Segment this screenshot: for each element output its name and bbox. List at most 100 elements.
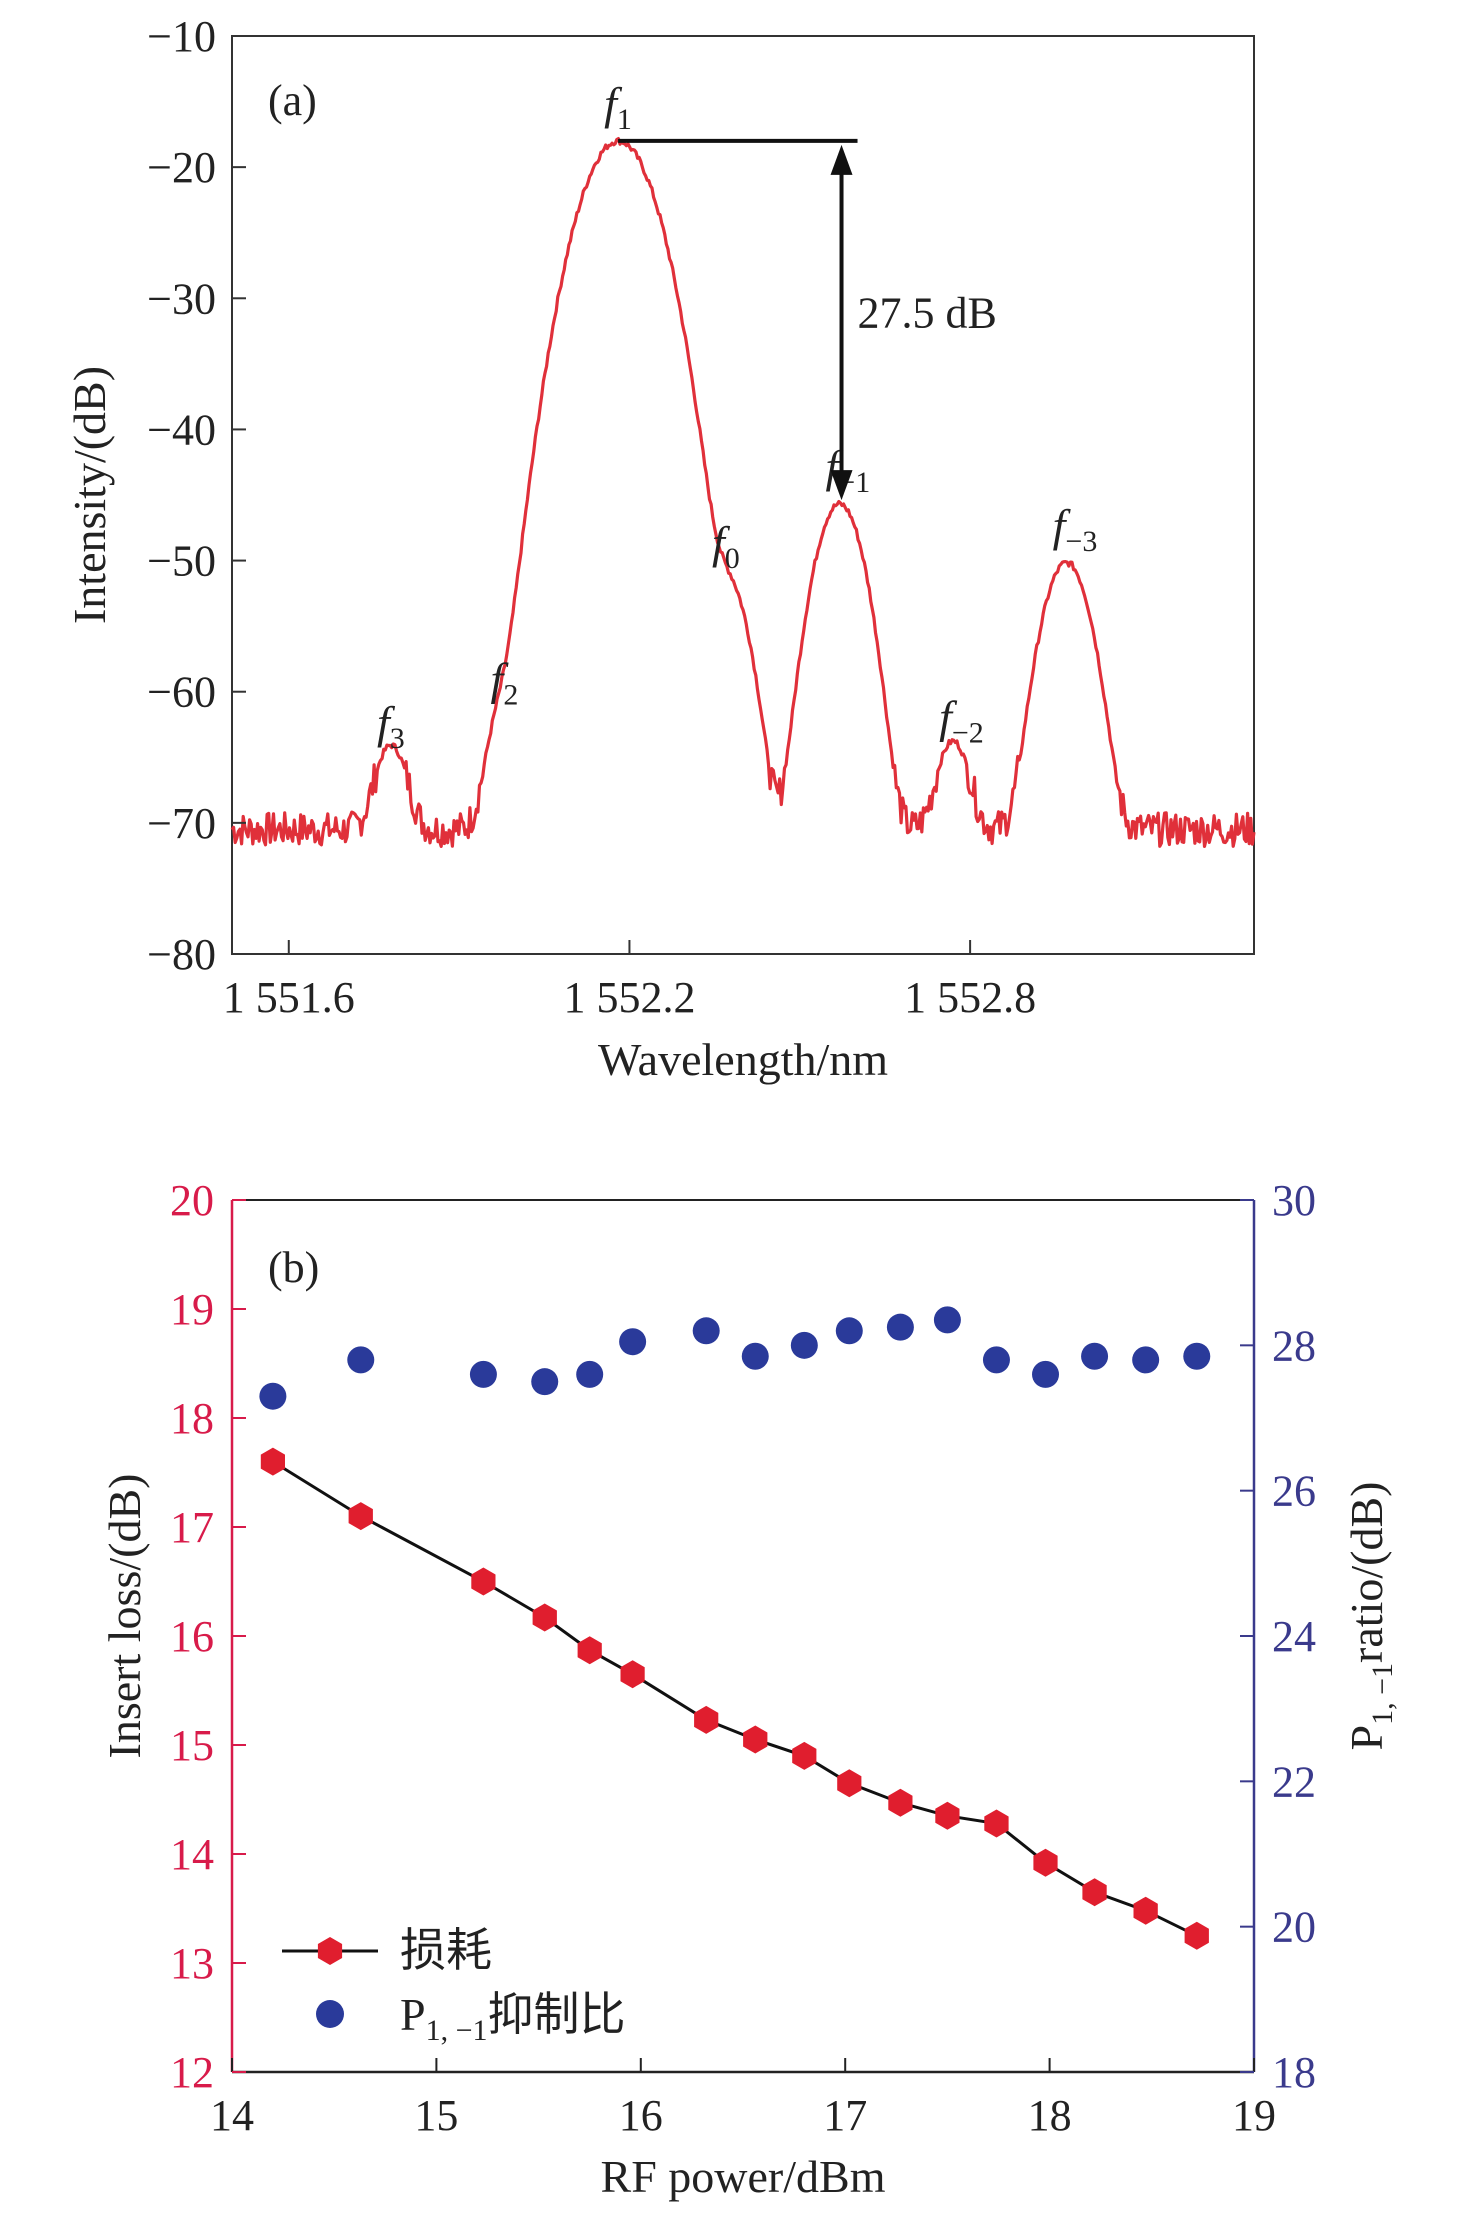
loss-point-10 [888, 1788, 913, 1817]
panel-a-label: (a) [268, 76, 317, 125]
loss-point-15 [1133, 1896, 1158, 1925]
panel-b-right-tick-label-4: 26 [1272, 1467, 1316, 1516]
panel-b-left-tick-label-5: 17 [170, 1503, 214, 1552]
loss-point-1 [348, 1502, 373, 1531]
peak-label-sub-6: −3 [1065, 525, 1097, 558]
loss-point-3 [532, 1603, 557, 1632]
loss-point-13 [1033, 1848, 1058, 1877]
legend-loss-label: 损耗 [400, 1925, 492, 1976]
loss-point-14 [1082, 1878, 1107, 1907]
panel-a-spectrum-line [230, 137, 1256, 849]
legend-ratio-label: P1, −1抑制比 [400, 1989, 626, 2047]
panel-b-series [259, 1306, 1211, 1950]
ratio-point-15 [1132, 1346, 1160, 1374]
loss-point-11 [935, 1801, 960, 1830]
loss-series-line [272, 1460, 1198, 1938]
panel-b-left-tick-label-3: 15 [170, 1721, 214, 1770]
annotation-arrow-head-up [830, 144, 853, 175]
peak-label-f3: f0 [712, 517, 740, 575]
ratio-point-13 [1032, 1360, 1060, 1388]
panel-a-ticks: 1 551.6 1 552.2 1 552.8 −10 −2 0 −30 −40 −50 −60 −… [147, 12, 1036, 1022]
loss-point-7 [743, 1725, 768, 1754]
panel-b-right-y-axis-label: P1, −1ratio/(dB) [1341, 1482, 1399, 1751]
loss-point-16 [1184, 1921, 1209, 1950]
legend-ratio-sub: 1, −1 [426, 2014, 488, 2047]
panel-b-right-tick-label-5: 28 [1272, 1321, 1316, 1370]
panel-b-label: (b) [268, 1243, 319, 1292]
panel-b-right-tick-label-3: 24 [1272, 1612, 1316, 1661]
panel-b-left-tick-label-8: 20 [170, 1176, 214, 1225]
ratio-point-0 [259, 1382, 287, 1410]
panel-b-x-tick-label-1: 15 [414, 2091, 458, 2140]
panel-a-y-tick-label-2: −30 [147, 274, 216, 323]
loss-point-0 [260, 1447, 285, 1476]
peak-label-sub-1: 2 [503, 679, 518, 712]
panel-b-left-tick-label-4: 16 [170, 1612, 214, 1661]
panel-a-x-tick-label-0: 1 551.6 [223, 973, 355, 1022]
peak-label-sub-0: 3 [390, 722, 405, 755]
panel-a-annotation: 27.5 dB [618, 138, 997, 501]
panel-b-left-tick-label-6: 18 [170, 1394, 214, 1443]
ratio-point-2 [469, 1360, 497, 1388]
panel-a: 1 551.6 1 552.2 1 552.8 −10 −2 0 −30 −40 −50 −60 −… [64, 12, 1256, 1085]
panel-a-y-tick-label-3: −40 [147, 405, 216, 454]
panel-b-x-tick-label-5: 19 [1232, 2091, 1276, 2140]
legend-loss-marker [317, 1937, 343, 1965]
right-axis-label-base: P [1341, 1725, 1392, 1751]
peak-label-f2: f1 [604, 78, 632, 136]
legend-ratio-marker [316, 2000, 344, 2028]
ratio-point-10 [886, 1313, 914, 1341]
panel-a-y-tick-label-0: −10 [147, 12, 216, 61]
panel-a-y-tick-label-6: −70 [147, 799, 216, 848]
panel-b-x-tick-label-2: 16 [619, 2091, 663, 2140]
ratio-point-1 [347, 1346, 375, 1374]
panel-b-left-tick-label-7: 19 [170, 1285, 214, 1334]
peak-label-sub-2: 1 [617, 103, 632, 136]
ratio-point-11 [933, 1306, 961, 1334]
ratio-point-7 [741, 1342, 769, 1370]
panel-b-right-tick-label-2: 22 [1272, 1757, 1316, 1806]
panel-b-left-tick-label-1: 13 [170, 1939, 214, 1988]
loss-point-8 [792, 1741, 817, 1770]
panel-b-right-tick-label-1: 20 [1272, 1903, 1316, 1952]
ratio-point-4 [576, 1360, 604, 1388]
panel-a-y-tick-label-5: −60 [147, 668, 216, 717]
peak-label-f6: f−3 [1053, 500, 1098, 558]
ratio-point-3 [531, 1368, 559, 1396]
panel-a-spectrum-group [230, 137, 1256, 849]
panel-b-ticks: 14 15 16 17 18 191213141516171819201820222426… [170, 1176, 1316, 2140]
peak-label-f0: f3 [377, 697, 405, 755]
panel-b-x-tick-label-4: 18 [1028, 2091, 1072, 2140]
right-axis-label-sub: 1, −1 [1366, 1663, 1399, 1725]
ratio-point-14 [1081, 1342, 1109, 1370]
right-axis-label-rest: ratio/(dB) [1341, 1482, 1392, 1663]
panel-a-x-tick-label-2: 1 552.8 [904, 973, 1036, 1022]
panel-a-x-tick-label-1: 1 552.2 [563, 973, 695, 1022]
ratio-point-8 [790, 1331, 818, 1359]
peak-label-sub-5: −2 [952, 717, 984, 750]
panel-b-x-axis-label: RF power/dBm [601, 2151, 886, 2202]
panel-a-frame [231, 35, 1255, 955]
ratio-point-5 [619, 1328, 647, 1356]
panel-b-legend: 损耗 P1, −1抑制比 [282, 1925, 626, 2047]
ratio-point-12 [982, 1346, 1010, 1374]
loss-point-12 [984, 1809, 1009, 1838]
annotation-label: 27.5 dB [858, 289, 997, 338]
panel-a-x-axis-label: Wavelength/nm [598, 1034, 888, 1085]
ratio-point-6 [692, 1317, 720, 1345]
panel-b-left-y-axis-label: Insert loss/(dB) [99, 1474, 150, 1759]
loss-point-2 [471, 1567, 496, 1596]
ratio-point-16 [1183, 1342, 1211, 1370]
loss-point-9 [837, 1769, 862, 1798]
legend-ratio-base: P [400, 1989, 426, 2040]
panel-a-y-axis-label: Intensity/(dB) [64, 366, 115, 624]
panel-b-x-tick-label-3: 17 [823, 2091, 867, 2140]
annotation-arrow-head-down [830, 470, 853, 501]
panel-a-y-tick-label-4: −50 [147, 537, 216, 586]
panel-b-left-tick-label-0: 12 [170, 2048, 214, 2097]
panel-b-right-tick-label-0: 18 [1272, 2048, 1316, 2097]
legend-ratio-rest: 抑制比 [488, 1989, 626, 2040]
peak-label-sub-3: 0 [725, 542, 740, 575]
